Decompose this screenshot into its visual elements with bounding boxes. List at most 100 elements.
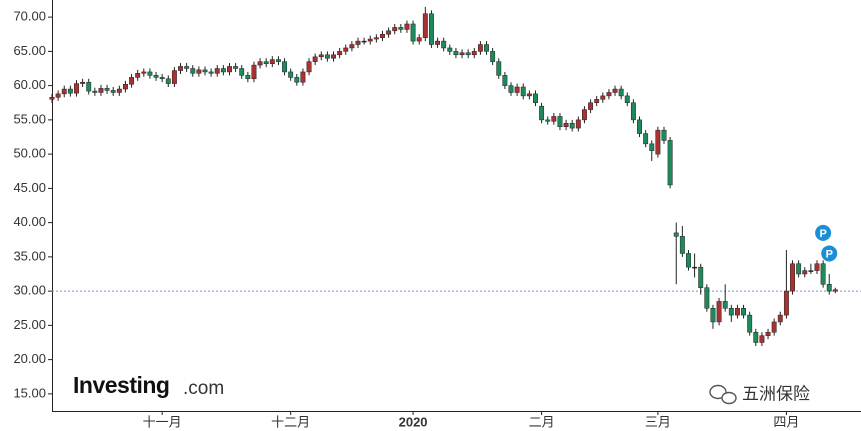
- x-tick-label: 二月: [529, 414, 555, 429]
- candle: [202, 66, 208, 76]
- candle-body: [373, 37, 379, 40]
- candle: [569, 119, 575, 132]
- candle-body: [802, 270, 808, 275]
- candle-body: [324, 54, 330, 59]
- candle: [777, 311, 783, 326]
- watermark: 五洲保险: [709, 384, 810, 405]
- candle: [490, 47, 496, 66]
- candle-body: [790, 263, 795, 292]
- candle-body: [686, 253, 691, 268]
- candle: [49, 93, 55, 103]
- candle: [771, 318, 777, 336]
- candle-body: [734, 308, 740, 316]
- candle: [514, 83, 520, 96]
- candle: [300, 68, 306, 86]
- candle: [722, 284, 728, 312]
- flag-marker: [821, 245, 838, 262]
- candle: [257, 58, 263, 69]
- candle: [643, 130, 649, 148]
- y-tick-label: 55.00: [13, 111, 46, 126]
- y-tick-label: 20.00: [13, 351, 46, 366]
- candle: [80, 78, 86, 87]
- candle-body: [551, 116, 557, 122]
- candle: [435, 37, 441, 48]
- candle-body: [728, 308, 734, 316]
- candle-body: [398, 27, 404, 30]
- candle-body: [747, 314, 753, 333]
- candle-body: [502, 75, 508, 86]
- candle-body: [765, 331, 771, 336]
- candle: [563, 119, 569, 131]
- candle-body: [110, 90, 116, 93]
- candle-body: [386, 30, 392, 35]
- candle: [502, 71, 508, 90]
- candle-body: [153, 75, 159, 78]
- candle: [465, 49, 471, 59]
- candle: [239, 65, 245, 79]
- candle: [392, 23, 398, 35]
- candle-body: [269, 59, 275, 64]
- candle-body: [239, 68, 245, 76]
- candle-body: [520, 86, 526, 97]
- candle-body: [618, 88, 624, 97]
- candle: [312, 53, 318, 66]
- flag-marker: [815, 224, 832, 241]
- candle: [484, 41, 489, 55]
- y-tick-label: 35.00: [13, 248, 46, 263]
- candle-body: [771, 321, 777, 333]
- candle-body: [783, 290, 789, 316]
- candle-body: [606, 92, 612, 97]
- candle-body: [196, 69, 202, 74]
- candle: [728, 304, 734, 322]
- candle: [227, 63, 232, 76]
- candle: [282, 58, 288, 76]
- x-tick-label: 2020: [399, 414, 428, 429]
- candle: [741, 304, 747, 319]
- candle-body: [233, 66, 239, 69]
- candle-body: [190, 68, 196, 74]
- candle-body: [147, 71, 153, 76]
- logo: Investing .com: [73, 372, 224, 399]
- candle: [783, 250, 789, 319]
- candle-body: [116, 88, 122, 93]
- candle: [692, 253, 698, 278]
- candle-body: [453, 51, 459, 56]
- candle-body: [826, 284, 832, 292]
- candle-body: [704, 287, 710, 309]
- candle-body: [165, 78, 171, 84]
- candle: [716, 297, 722, 326]
- y-tick-label: 25.00: [13, 317, 46, 332]
- candle: [667, 137, 673, 189]
- candle-body: [282, 61, 288, 73]
- candle: [820, 260, 826, 288]
- candle-body: [208, 71, 214, 74]
- candle: [214, 65, 220, 77]
- candle: [581, 106, 587, 124]
- candle: [618, 85, 624, 100]
- candle: [373, 34, 379, 43]
- candle-body: [496, 61, 502, 76]
- x-tick-label: 十二月: [271, 414, 310, 429]
- candle: [135, 69, 141, 81]
- candle-body: [288, 71, 294, 78]
- candle: [496, 58, 502, 79]
- candle: [759, 332, 765, 346]
- candle-body: [337, 51, 343, 56]
- candle: [178, 63, 183, 74]
- candle-body: [135, 73, 141, 78]
- candle-body: [251, 64, 257, 80]
- candle: [612, 85, 618, 96]
- candle: [428, 10, 434, 48]
- candle-body: [594, 99, 600, 103]
- candle: [649, 140, 655, 161]
- candle: [116, 85, 122, 96]
- candle: [129, 73, 135, 88]
- candle: [122, 80, 128, 93]
- candle: [67, 85, 73, 97]
- candle: [416, 34, 422, 45]
- candle: [190, 65, 196, 77]
- candle: [398, 23, 404, 33]
- candle-body: [202, 69, 208, 73]
- candle-body: [380, 34, 385, 38]
- candle-body: [612, 88, 618, 93]
